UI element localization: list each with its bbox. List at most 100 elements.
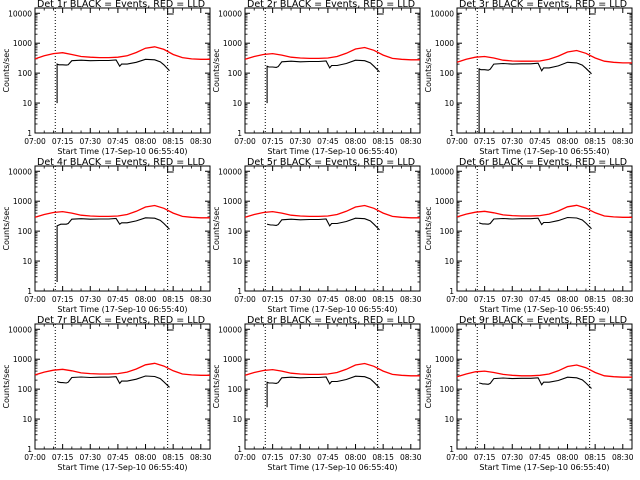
- x-tick-label: 08:00: [135, 453, 157, 462]
- plot-frame: [456, 7, 633, 134]
- y-tick-label: 1000: [435, 355, 454, 364]
- x-tick-label: 08:30: [190, 295, 212, 304]
- x-tick-label: 08:30: [612, 295, 634, 304]
- interval-bracket: [589, 166, 596, 173]
- y-tick-label: 10000: [8, 167, 32, 176]
- x-tick-label: 07:15: [52, 295, 74, 304]
- events-series-line: [56, 58, 170, 104]
- y-tick-label: 100: [228, 69, 243, 78]
- panel-title: Det 4r BLACK = Events, RED = LLD: [37, 157, 205, 168]
- y-tick-label: 10000: [218, 167, 242, 176]
- x-tick-label: 07:45: [317, 295, 339, 304]
- lld-series-line: [244, 204, 420, 219]
- y-tick-label: 1000: [223, 197, 242, 206]
- y-tick-label: 1000: [13, 39, 32, 48]
- x-axis-label: Start Time (17-Sep-10 06:55:40): [479, 147, 609, 156]
- panel-title: Det 7r BLACK = Events, RED = LLD: [37, 315, 205, 326]
- lld-series-line: [244, 362, 420, 377]
- x-tick-label: 07:00: [446, 453, 468, 462]
- y-tick-label: 10: [22, 257, 32, 266]
- x-tick-label: 07:15: [474, 295, 496, 304]
- x-tick-label: 07:30: [501, 295, 523, 304]
- x-tick-label: 07:00: [234, 137, 256, 146]
- x-tick-label: 08:00: [345, 453, 367, 462]
- y-tick-label: 1: [237, 287, 242, 296]
- x-tick-label: 07:15: [52, 453, 74, 462]
- events-series-line: [266, 217, 380, 231]
- y-tick-label: 10000: [430, 325, 454, 334]
- plot-frame: [244, 7, 421, 134]
- y-tick-label: 10: [22, 99, 32, 108]
- x-tick-label: 08:00: [557, 295, 579, 304]
- x-axis-label: Start Time (17-Sep-10 06:55:40): [267, 463, 397, 472]
- interval-bracket: [377, 8, 384, 15]
- panel-title: Det 3r BLACK = Events, RED = LLD: [459, 0, 627, 10]
- plot-frame: [244, 165, 421, 292]
- x-tick-label: 07:15: [262, 453, 284, 462]
- y-tick-label: 10000: [430, 9, 454, 18]
- lld-series-line: [34, 204, 210, 219]
- x-tick-label: 07:45: [317, 453, 339, 462]
- y-tick-label: 10: [22, 415, 32, 424]
- x-tick-label: 08:30: [190, 453, 212, 462]
- events-series-line: [56, 375, 170, 388]
- x-tick-label: 08:30: [400, 295, 422, 304]
- x-tick-label: 07:30: [79, 137, 101, 146]
- panel-title: Det 2r BLACK = Events, RED = LLD: [247, 0, 415, 10]
- y-tick-label: 1000: [435, 197, 454, 206]
- x-tick-label: 07:15: [474, 137, 496, 146]
- y-tick-label: 100: [440, 227, 455, 236]
- y-axis-label: Counts/sec: [424, 48, 433, 92]
- x-tick-label: 07:00: [446, 137, 468, 146]
- y-tick-label: 1: [27, 129, 32, 138]
- x-tick-label: 08:15: [162, 453, 184, 462]
- events-series-line: [266, 59, 380, 104]
- plot-frame: [244, 323, 421, 450]
- x-tick-label: 08:15: [162, 295, 184, 304]
- x-tick-label: 07:45: [107, 453, 129, 462]
- interval-bracket: [167, 324, 174, 331]
- lld-series-line: [34, 362, 210, 376]
- x-tick-label: 07:45: [107, 137, 129, 146]
- interval-bracket: [377, 324, 384, 331]
- interval-bracket: [589, 324, 596, 331]
- y-tick-label: 10: [444, 257, 454, 266]
- plot-frame: [456, 165, 633, 292]
- x-tick-label: 07:30: [79, 453, 101, 462]
- y-axis-label: Counts/sec: [2, 48, 11, 92]
- y-tick-label: 1: [449, 129, 454, 138]
- x-tick-label: 07:30: [289, 453, 311, 462]
- x-tick-label: 08:00: [135, 137, 157, 146]
- x-tick-label: 08:00: [345, 137, 367, 146]
- x-tick-label: 08:00: [557, 453, 579, 462]
- y-tick-label: 1: [449, 445, 454, 454]
- y-axis-label: Counts/sec: [212, 364, 221, 408]
- x-tick-label: 08:00: [345, 295, 367, 304]
- x-axis-label: Start Time (17-Sep-10 06:55:40): [57, 147, 187, 156]
- interval-bracket: [377, 166, 384, 173]
- detector-panel-8: Det 8r BLACK = Events, RED = LLD 1 10 100 10…: [212, 315, 422, 472]
- panel-title: Det 9r BLACK = Events, RED = LLD: [459, 315, 627, 326]
- detector-panel-9: Det 9r BLACK = Events, RED = LLD 1 10 100 10…: [424, 315, 634, 472]
- x-tick-label: 07:45: [529, 137, 551, 146]
- y-axis-label: Counts/sec: [424, 364, 433, 408]
- detector-panel-1: Det 1r BLACK = Events, RED = LLD 1 10 100 10…: [2, 0, 212, 156]
- x-axis-label: Start Time (17-Sep-10 06:55:40): [57, 305, 187, 314]
- lld-series-line: [456, 49, 632, 64]
- x-tick-label: 07:15: [52, 137, 74, 146]
- y-tick-label: 100: [228, 385, 243, 394]
- y-tick-label: 10: [444, 415, 454, 424]
- plot-frame: [34, 323, 211, 450]
- detector-panel-3: Det 3r BLACK = Events, RED = LLD 1 10 100 10…: [424, 0, 634, 156]
- x-tick-label: 08:15: [372, 295, 394, 304]
- x-tick-label: 07:00: [234, 295, 256, 304]
- y-tick-label: 1000: [13, 197, 32, 206]
- x-tick-label: 08:30: [612, 137, 634, 146]
- x-tick-label: 07:30: [289, 137, 311, 146]
- y-tick-label: 10000: [218, 9, 242, 18]
- detector-panel-7: Det 7r BLACK = Events, RED = LLD 1 10 100 10…: [2, 315, 212, 472]
- panel-title: Det 6r BLACK = Events, RED = LLD: [459, 157, 627, 168]
- detector-panel-5: Det 5r BLACK = Events, RED = LLD 1 10 100 10…: [212, 157, 422, 314]
- x-tick-label: 08:15: [162, 137, 184, 146]
